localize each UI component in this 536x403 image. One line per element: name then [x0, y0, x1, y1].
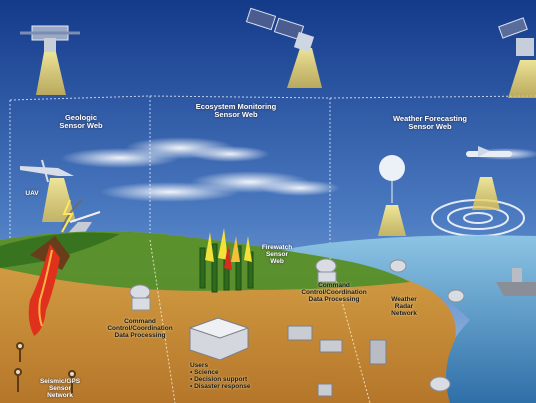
lightning [61, 199, 74, 233]
satellite-right [498, 17, 536, 98]
radar-line2: Radar [394, 303, 414, 310]
command-control-label-left: Command Control/Coordination Data Proces… [100, 318, 180, 339]
ecosystem-title: Ecosystem Monitoring [195, 102, 277, 111]
command-left-line3: Data Processing [114, 332, 166, 339]
firewatch-flames [205, 228, 252, 270]
satellite-left [20, 25, 80, 95]
ecosystem-subtitle: Sensor Web [214, 110, 258, 119]
clouds [60, 137, 536, 202]
command-control-label-center: Command Control/Coordination Data Proces… [292, 282, 376, 303]
buildings [188, 317, 387, 397]
users-item-disaster-response: • Disaster response [190, 383, 251, 390]
firewatch-line2: Sensor [265, 251, 289, 258]
uav-label: UAV [25, 190, 39, 197]
ground-stations [129, 258, 465, 392]
ecosystem-panel-title: Ecosystem Monitoring Sensor Web [186, 103, 286, 119]
firewatch-line3: Web [270, 258, 284, 265]
command-left-line2: Control/Coordination [107, 325, 173, 332]
weather-title: Weather Forecasting [392, 114, 468, 123]
uav-aircraft [20, 159, 76, 222]
seismic-sensors [14, 342, 76, 394]
weather-panel-title: Weather Forecasting Sensor Web [380, 115, 480, 131]
users-item-science: • Science [190, 369, 219, 376]
command-center-line3: Data Processing [308, 296, 360, 303]
firewatch-line1: Firewatch [261, 244, 293, 251]
geologic-panel-title: Geologic Sensor Web [46, 114, 116, 130]
geologic-subtitle: Sensor Web [59, 121, 103, 130]
command-center-line1: Command [318, 282, 350, 289]
radar-line1: Weather [391, 296, 417, 303]
users-title: Users [190, 362, 209, 369]
seismic-line2: Sensor [48, 385, 72, 392]
users-item-decision-support: • Decision support [190, 376, 248, 383]
weather-subtitle: Sensor Web [408, 122, 452, 131]
geologic-title: Geologic [64, 113, 98, 122]
volcano-lava [28, 199, 83, 336]
ocean [280, 235, 536, 403]
weather-balloon [378, 155, 406, 236]
seismic-line3: Network [47, 392, 73, 399]
ship [496, 268, 536, 296]
radar-line3: Network [391, 310, 417, 317]
satellite-center [245, 7, 322, 88]
command-center-line2: Control/Coordination [301, 289, 367, 296]
firewatch-label: Firewatch Sensor Web [250, 244, 304, 265]
users-label: Users • Science • Decision support • Dis… [190, 362, 280, 390]
seismic-gps-label: Seismic/GPS Sensor Network [30, 378, 90, 399]
weather-radar-label: Weather Radar Network [380, 296, 428, 317]
seismic-line1: Seismic/GPS [39, 378, 81, 385]
aircraft-right [466, 146, 512, 210]
command-left-line1: Command [124, 318, 156, 325]
